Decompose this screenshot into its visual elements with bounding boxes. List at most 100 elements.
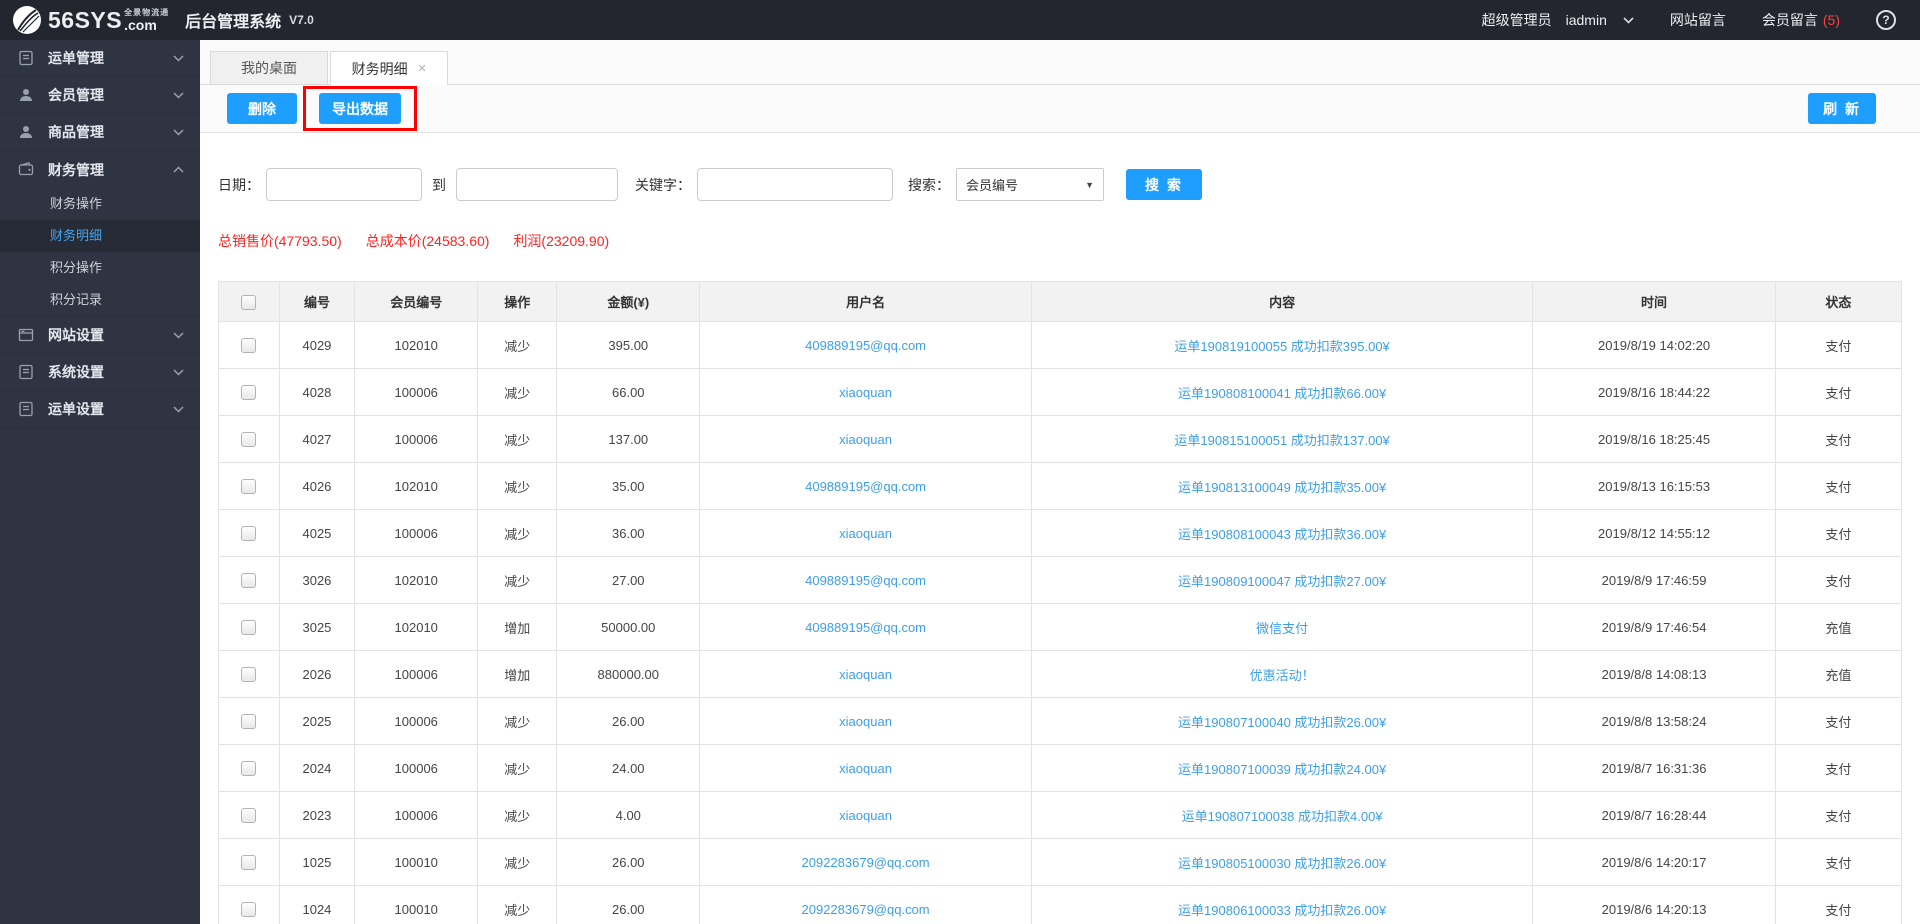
logo-text: 56SYS 全景物流通 .com bbox=[48, 8, 169, 32]
table-row: 4026 102010 减少 35.00 409889195@qq.com 运单… bbox=[218, 462, 1903, 510]
search-button[interactable]: 搜 索 bbox=[1126, 169, 1202, 200]
cell-content-link[interactable]: 运单190815100051 成功扣款137.00¥ bbox=[1030, 415, 1534, 463]
cell-username-link[interactable]: xiaoquan bbox=[699, 791, 1032, 839]
cell-status: 支付 bbox=[1774, 321, 1903, 369]
cell-username-link[interactable]: xiaoquan bbox=[699, 650, 1032, 698]
cell-username-link[interactable]: 409889195@qq.com bbox=[699, 556, 1032, 604]
row-checkbox[interactable] bbox=[241, 573, 257, 589]
filter-row: 日期： 到 关键字： 搜索： 会员编号 ▼ 搜 索 bbox=[218, 168, 1902, 201]
cell-content-link[interactable]: 微信支付 bbox=[1030, 603, 1534, 651]
tab-my-desktop[interactable]: 我的桌面 bbox=[210, 51, 328, 84]
cell-username-link[interactable]: 409889195@qq.com bbox=[699, 462, 1032, 510]
cell-amount: 27.00 bbox=[556, 556, 701, 604]
help-icon[interactable]: ? bbox=[1876, 10, 1896, 30]
cell-content-link[interactable]: 运单190807100040 成功扣款26.00¥ bbox=[1030, 697, 1534, 745]
select-all-checkbox[interactable] bbox=[241, 294, 257, 310]
cell-status: 支付 bbox=[1774, 415, 1903, 463]
row-checkbox[interactable] bbox=[241, 385, 257, 401]
sidebar-item-goods-mgmt[interactable]: 商品管理 bbox=[0, 114, 200, 151]
row-checkbox[interactable] bbox=[241, 432, 257, 448]
col-amount: 金额(¥) bbox=[556, 281, 701, 322]
chevron-down-icon bbox=[173, 331, 184, 339]
cell-content-link[interactable]: 优惠活动！ bbox=[1030, 650, 1534, 698]
cell-member-id: 100006 bbox=[354, 697, 479, 745]
sidebar-item-website-settings[interactable]: 网站设置 bbox=[0, 317, 200, 354]
row-checkbox[interactable] bbox=[241, 714, 257, 730]
close-icon[interactable]: × bbox=[417, 60, 427, 77]
tab-finance-detail[interactable]: 财务明细 × bbox=[330, 51, 448, 85]
cell-id: 4026 bbox=[278, 462, 356, 510]
cell-username-link[interactable]: 409889195@qq.com bbox=[699, 603, 1032, 651]
cell-username-link[interactable]: xiaoquan bbox=[699, 697, 1032, 745]
top-header: 56SYS 全景物流通 .com 后台管理系统 V7.0 超级管理员 iadmi… bbox=[0, 0, 1920, 40]
cell-amount: 24.00 bbox=[556, 744, 701, 792]
cell-username-link[interactable]: xiaoquan bbox=[699, 744, 1032, 792]
row-checkbox[interactable] bbox=[241, 526, 257, 542]
cell-time: 2019/8/6 14:20:13 bbox=[1532, 885, 1776, 924]
row-checkbox[interactable] bbox=[241, 620, 257, 636]
delete-button[interactable]: 删除 bbox=[227, 93, 297, 124]
user-menu[interactable]: 超级管理员 iadmin bbox=[1482, 10, 1634, 30]
member-messages-link[interactable]: 会员留言 (5) bbox=[1762, 10, 1840, 30]
row-checkbox[interactable] bbox=[241, 479, 257, 495]
site-messages-link[interactable]: 网站留言 bbox=[1669, 12, 1726, 28]
cell-content-link[interactable]: 运单190807100039 成功扣款24.00¥ bbox=[1030, 744, 1534, 792]
cell-username-link[interactable]: xiaoquan bbox=[699, 368, 1032, 416]
cell-username-link[interactable]: 2092283679@qq.com bbox=[699, 838, 1032, 886]
date-from-input[interactable] bbox=[266, 168, 422, 201]
cell-id: 2024 bbox=[278, 744, 356, 792]
sidebar-item-waybill-settings[interactable]: 运单设置 bbox=[0, 391, 200, 428]
cell-operation: 增加 bbox=[477, 603, 558, 651]
row-checkbox[interactable] bbox=[241, 855, 257, 871]
row-checkbox[interactable] bbox=[241, 338, 257, 354]
finance-submenu: 财务操作 财务明细 积分操作 积分记录 bbox=[0, 188, 200, 317]
sidebar-item-label: 运单设置 bbox=[48, 401, 104, 417]
sidebar-subitem-finance-operation[interactable]: 财务操作 bbox=[50, 196, 103, 211]
sidebar-item-member-mgmt[interactable]: 会员管理 bbox=[0, 77, 200, 114]
sidebar-subitem-finance-detail[interactable]: 财务明细 bbox=[0, 220, 200, 252]
cell-content-link[interactable]: 运单190805100030 成功扣款26.00¥ bbox=[1030, 838, 1534, 886]
cell-content-link[interactable]: 运单190806100033 成功扣款26.00¥ bbox=[1030, 885, 1534, 924]
table-row: 4028 100006 减少 66.00 xiaoquan 运单19080810… bbox=[218, 368, 1903, 416]
col-time: 时间 bbox=[1532, 281, 1776, 322]
col-content: 内容 bbox=[1030, 281, 1534, 322]
cell-content-link[interactable]: 运单190819100055 成功扣款395.00¥ bbox=[1030, 321, 1534, 369]
table-row: 4027 100006 减少 137.00 xiaoquan 运单1908151… bbox=[218, 415, 1903, 463]
cell-time: 2019/8/16 18:44:22 bbox=[1532, 368, 1776, 416]
cell-username-link[interactable]: xiaoquan bbox=[699, 509, 1032, 557]
cell-content-link[interactable]: 运单190808100041 成功扣款66.00¥ bbox=[1030, 368, 1534, 416]
sidebar-item-label: 系统设置 bbox=[48, 364, 104, 380]
search-type-select[interactable]: 会员编号 ▼ bbox=[956, 168, 1104, 201]
export-data-button[interactable]: 导出数据 bbox=[319, 93, 401, 124]
cell-content-link[interactable]: 运单190809100047 成功扣款27.00¥ bbox=[1030, 556, 1534, 604]
cell-username-link[interactable]: 2092283679@qq.com bbox=[699, 885, 1032, 924]
cell-operation: 减少 bbox=[477, 321, 558, 369]
cell-content-link[interactable]: 运单190808100043 成功扣款36.00¥ bbox=[1030, 509, 1534, 557]
cell-status: 支付 bbox=[1774, 838, 1903, 886]
cell-id: 4029 bbox=[278, 321, 356, 369]
cell-operation: 减少 bbox=[477, 838, 558, 886]
sidebar-subitem-points-operation[interactable]: 积分操作 bbox=[50, 260, 103, 275]
cell-member-id: 102010 bbox=[354, 556, 479, 604]
cell-status: 支付 bbox=[1774, 697, 1903, 745]
cell-content-link[interactable]: 运单190807100038 成功扣款4.00¥ bbox=[1030, 791, 1534, 839]
row-checkbox[interactable] bbox=[241, 761, 257, 777]
row-checkbox[interactable] bbox=[241, 902, 257, 918]
sidebar-subitem-points-record[interactable]: 积分记录 bbox=[50, 292, 103, 307]
keyword-input[interactable] bbox=[697, 168, 893, 201]
sidebar-item-waybill-mgmt[interactable]: 运单管理 bbox=[0, 40, 200, 77]
cell-username-link[interactable]: 409889195@qq.com bbox=[699, 321, 1032, 369]
sidebar-item-system-settings[interactable]: 系统设置 bbox=[0, 354, 200, 391]
sidebar-item-finance-mgmt[interactable]: 财务管理 bbox=[0, 151, 200, 188]
refresh-button[interactable]: 刷 新 bbox=[1808, 93, 1876, 124]
date-to-input[interactable] bbox=[456, 168, 618, 201]
user-name: iadmin bbox=[1565, 12, 1607, 28]
chevron-down-icon bbox=[173, 91, 184, 99]
row-checkbox[interactable] bbox=[241, 667, 257, 683]
cell-time: 2019/8/19 14:02:20 bbox=[1532, 321, 1776, 369]
row-checkbox[interactable] bbox=[241, 808, 257, 824]
cell-content-link[interactable]: 运单190813100049 成功扣款35.00¥ bbox=[1030, 462, 1534, 510]
cell-username-link[interactable]: xiaoquan bbox=[699, 415, 1032, 463]
cell-id: 3025 bbox=[278, 603, 356, 651]
table-row: 4029 102010 减少 395.00 409889195@qq.com 运… bbox=[218, 321, 1903, 369]
